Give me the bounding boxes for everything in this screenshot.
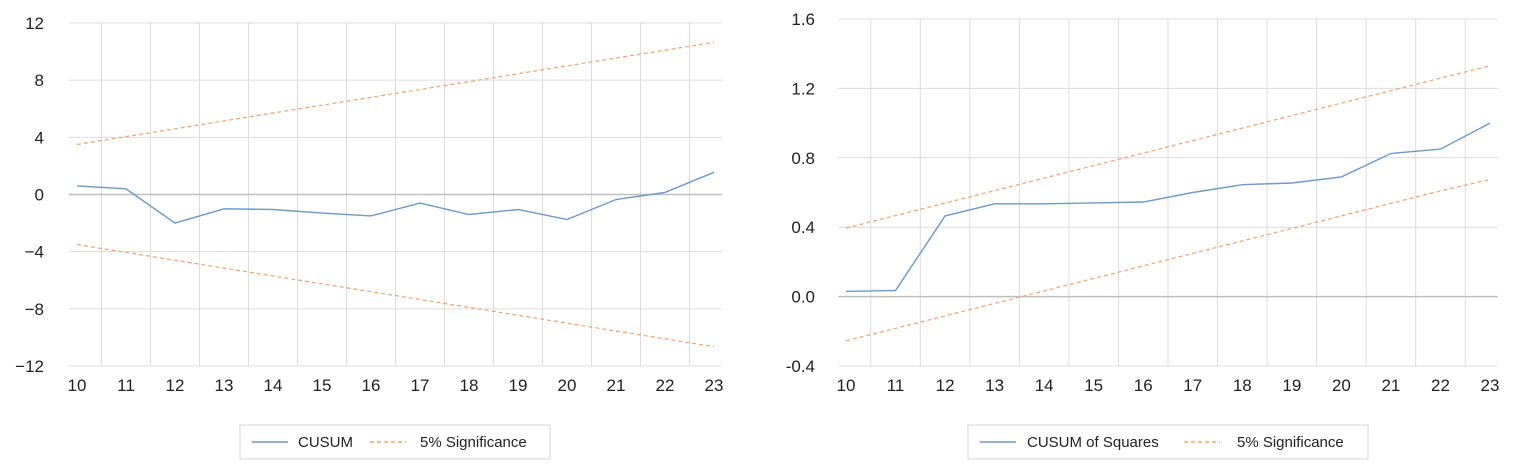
x-tick-label: 18 <box>1233 376 1252 395</box>
y-tick-label: 1.2 <box>791 79 815 98</box>
y-tick-label: 12 <box>25 14 44 33</box>
y-tick-label: −4 <box>25 243 44 262</box>
upper-significance-line <box>76 41 715 146</box>
x-tick-label: 12 <box>166 376 185 395</box>
x-tick-label: 19 <box>1282 376 1301 395</box>
x-tick-label: 14 <box>264 376 283 395</box>
x-tick-label: 10 <box>68 376 87 395</box>
series-line <box>845 122 1491 293</box>
upper-significance-line <box>845 65 1491 229</box>
y-tick-label: -0.4 <box>786 357 815 376</box>
x-tick-label: 15 <box>313 376 332 395</box>
x-tick-label: 13 <box>985 376 1004 395</box>
x-tick-label: 21 <box>1381 376 1400 395</box>
y-tick-label: −12 <box>15 357 44 376</box>
y-tick-label: 0.8 <box>791 149 815 168</box>
x-tick-label: 11 <box>117 376 135 395</box>
y-tick-label: 8 <box>35 71 44 90</box>
x-tick-label: 15 <box>1084 376 1103 395</box>
x-tick-label: 12 <box>936 376 955 395</box>
x-tick-label: 22 <box>1431 376 1450 395</box>
legend-label: CUSUM of Squares <box>1027 434 1159 451</box>
x-tick-label: 14 <box>1035 376 1054 395</box>
y-tick-label: 1.6 <box>791 10 815 29</box>
y-tick-label: −8 <box>25 300 44 319</box>
x-tick-label: 23 <box>705 376 724 395</box>
x-tick-label: 20 <box>1332 376 1351 395</box>
series-line <box>76 171 715 224</box>
legend-label: CUSUM <box>298 434 353 451</box>
lower-significance-line <box>76 243 715 348</box>
cusum-chart: −12 −8 −4 0 4 8 12 10 11 12 13 14 15 16 17 18 19 20 21 22 23… <box>15 14 724 460</box>
x-tick-label: 20 <box>558 376 577 395</box>
y-tick-label: 0.4 <box>791 218 815 237</box>
x-tick-label: 19 <box>509 376 528 395</box>
lower-significance-line <box>845 178 1491 342</box>
legend-box <box>967 424 1369 460</box>
cusum-squares-chart: -0.4 0.0 0.4 0.8 1.2 1.6 10 11 12 13 14 15 16 17 18 19 2… <box>786 10 1500 460</box>
x-tick-label: 18 <box>460 376 479 395</box>
y-tick-label: 0 <box>35 186 44 205</box>
legend-label: 5% Significance <box>420 434 527 451</box>
x-tick-label: 13 <box>215 376 234 395</box>
x-tick-label: 11 <box>887 376 905 395</box>
y-tick-label: 4 <box>35 128 44 147</box>
legend-label: 5% Significance <box>1237 434 1344 451</box>
y-tick-label: 0.0 <box>791 288 815 307</box>
x-tick-label: 16 <box>362 376 381 395</box>
x-tick-label: 16 <box>1134 376 1153 395</box>
x-tick-label: 10 <box>837 376 856 395</box>
x-tick-label: 23 <box>1481 376 1500 395</box>
x-tick-label: 17 <box>411 376 430 395</box>
x-tick-label: 22 <box>656 376 675 395</box>
x-tick-label: 21 <box>607 376 626 395</box>
x-tick-label: 17 <box>1183 376 1202 395</box>
